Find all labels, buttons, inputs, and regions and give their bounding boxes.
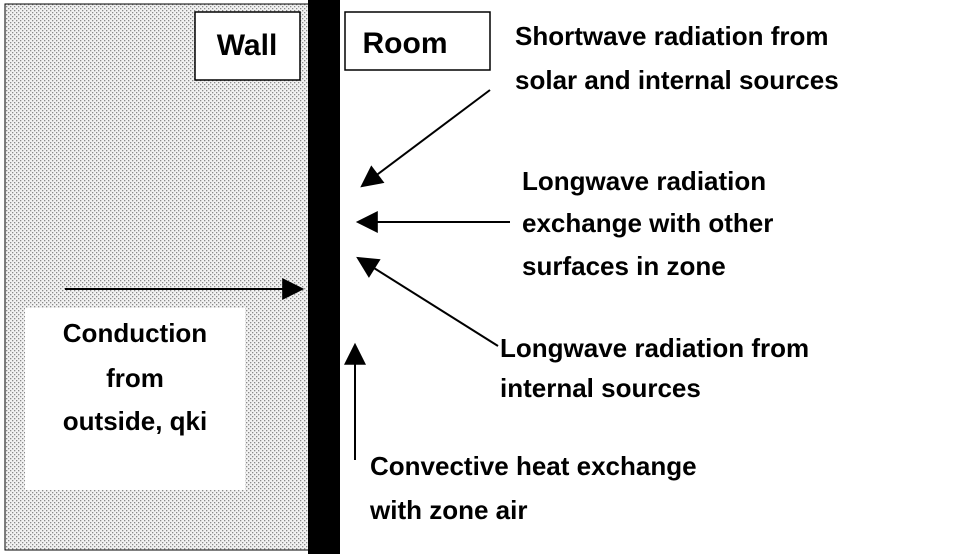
- convective-text: Convective heat exchange: [370, 451, 697, 481]
- wall-label: Wall: [217, 29, 278, 62]
- longwave-exchange-text: surfaces in zone: [522, 251, 726, 281]
- convective-text: with zone air: [369, 495, 527, 525]
- shortwave-text: Shortwave radiation from: [515, 21, 829, 51]
- longwave-internal-text: internal sources: [500, 373, 701, 403]
- conduction-text: from: [106, 363, 164, 393]
- wall-surface: [308, 0, 340, 554]
- conduction-text: Conduction: [63, 318, 207, 348]
- wall-box: [194, 11, 301, 81]
- longwave-internal-arrow: [356, 256, 499, 347]
- shortwave-text: solar and internal sources: [515, 65, 839, 95]
- longwave-internal-text: Longwave radiation from: [500, 333, 809, 363]
- conduction-text: outside, qki: [63, 406, 207, 436]
- room-label: Room: [363, 27, 448, 60]
- longwave-exchange-text: exchange with other: [522, 208, 773, 238]
- shortwave-arrow: [360, 89, 491, 188]
- conduction-box: [25, 308, 245, 490]
- longwave-exchange-text: Longwave radiation: [522, 166, 766, 196]
- room-box: [344, 11, 491, 71]
